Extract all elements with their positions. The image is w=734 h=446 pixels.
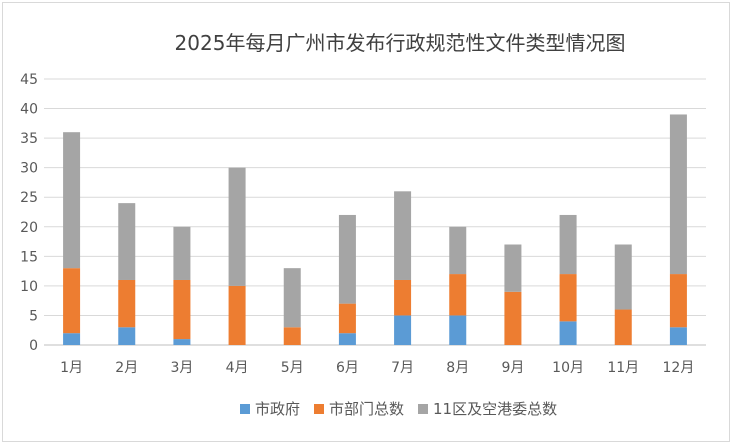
bar-segment-series-1 (669, 327, 687, 345)
bar-segment-series-1 (394, 315, 412, 345)
y-tick-label: 0 (29, 338, 38, 354)
bar-segment-series-2 (63, 268, 81, 334)
y-tick-label: 5 (29, 308, 38, 324)
y-tick-label: 15 (20, 249, 38, 265)
bar-segment-series-3 (228, 167, 246, 286)
bar-segment-series-2 (669, 274, 687, 328)
x-tick-label: 3月 (170, 360, 193, 376)
x-tick-label: 5月 (281, 360, 304, 376)
bar-segment-series-3 (559, 214, 577, 275)
bar-segment-series-3 (394, 191, 412, 280)
x-tick-label: 1月 (60, 360, 83, 376)
legend-swatch-series-3 (418, 404, 428, 414)
chart-title: 2025年每月广州市发布行政规范性文件类型情况图 (175, 31, 626, 55)
x-tick-label: 10月 (552, 360, 584, 376)
bar-segment-series-2 (504, 291, 522, 345)
bar-segment-series-3 (173, 226, 191, 280)
x-tick-label: 8月 (446, 360, 469, 376)
bar-segment-series-3 (669, 114, 687, 275)
bar-segment-series-2 (614, 309, 632, 345)
legend-label: 市政府 (255, 400, 300, 418)
y-tick-label: 40 (20, 102, 38, 118)
bar-segment-series-1 (449, 315, 467, 345)
bar-segment-series-1 (173, 339, 191, 345)
x-axis: 1月 2月 3月 4月 5月 6月 7月 8月 9月 10月 11月 12月 (60, 360, 694, 376)
legend-label: 11区及空港委总数 (433, 400, 557, 418)
bar-segment-series-1 (63, 333, 81, 345)
bar-segment-series-3 (283, 268, 301, 328)
bar-segment-series-3 (118, 203, 136, 280)
bar-segment-series-2 (559, 274, 577, 322)
legend: 市政府 市部门总数 11区及空港委总数 (240, 400, 557, 418)
x-tick-label: 7月 (391, 360, 414, 376)
x-tick-label: 9月 (501, 360, 524, 376)
y-tick-label: 35 (20, 131, 38, 147)
bar-segment-series-2 (338, 303, 356, 334)
x-tick-label: 11月 (607, 360, 639, 376)
bar-segment-series-3 (614, 244, 632, 310)
gridlines (44, 78, 706, 346)
y-tick-label: 25 (20, 190, 38, 206)
x-tick-label: 4月 (226, 360, 249, 376)
bars (63, 114, 687, 345)
bar-segment-series-2 (118, 279, 136, 328)
legend-label: 市部门总数 (329, 400, 404, 418)
x-tick-label: 2月 (115, 360, 138, 376)
y-axis: 0 5 10 15 20 25 30 35 40 45 (20, 72, 38, 354)
y-tick-label: 30 (20, 161, 38, 177)
bar-segment-series-3 (63, 132, 81, 269)
legend-swatch-series-2 (314, 404, 324, 414)
bar-segment-series-1 (338, 333, 356, 345)
bar-segment-series-2 (394, 279, 412, 316)
y-tick-label: 20 (20, 220, 38, 236)
bar-segment-series-3 (338, 214, 356, 304)
bar-segment-series-2 (283, 327, 301, 345)
bar-segment-series-3 (449, 226, 467, 275)
y-tick-label: 45 (20, 72, 38, 88)
bar-segment-series-2 (173, 279, 191, 340)
bar-segment-series-1 (559, 321, 577, 345)
bar-segment-series-2 (228, 285, 246, 345)
y-tick-label: 10 (20, 279, 38, 295)
legend-swatch-series-1 (240, 404, 250, 414)
bar-segment-series-3 (504, 244, 522, 292)
x-tick-label: 6月 (336, 360, 359, 376)
x-tick-label: 12月 (663, 360, 695, 376)
bar-segment-series-2 (449, 274, 467, 316)
bar-segment-series-1 (118, 327, 136, 345)
